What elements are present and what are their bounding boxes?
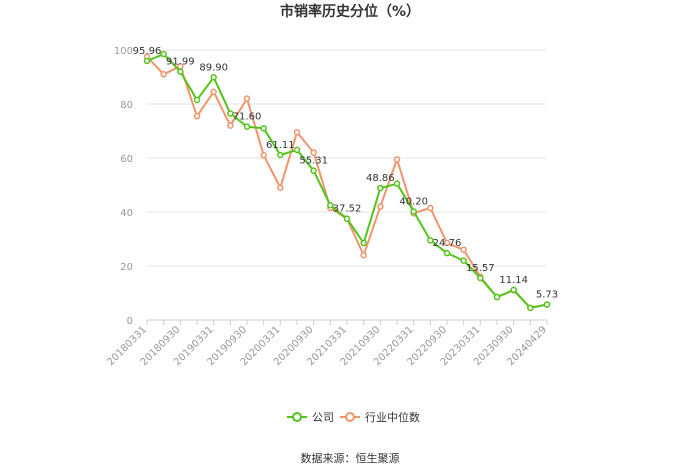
data-point[interactable] [510, 286, 517, 294]
legend: 公司 行业中位数 [287, 410, 420, 424]
data-label: 71.60 [233, 112, 262, 123]
data-point[interactable] [243, 95, 251, 102]
data-label: 37.52 [333, 204, 362, 215]
y-tick-label: 0 [127, 316, 133, 327]
y-tick-label: 100 [114, 46, 133, 57]
data-point[interactable] [310, 167, 317, 174]
y-tick-label: 40 [120, 208, 133, 219]
data-point[interactable] [427, 237, 434, 244]
x-axis [146, 320, 548, 325]
y-tick-label: 80 [120, 100, 133, 111]
data-point[interactable] [410, 208, 417, 215]
data-point[interactable] [310, 149, 317, 156]
data-point[interactable] [393, 180, 401, 187]
data-point[interactable] [243, 123, 251, 130]
data-label: 48.86 [366, 173, 395, 184]
data-label: 11.14 [499, 275, 528, 286]
data-point[interactable] [477, 274, 484, 282]
y-tick-label: 20 [120, 262, 133, 273]
data-point[interactable] [527, 304, 534, 312]
y-axis: 0 20 40 60 80 100 [114, 46, 133, 327]
data-point[interactable] [177, 68, 184, 75]
chart-title: 市销率历史分位（%） [280, 3, 420, 20]
data-point[interactable] [443, 249, 451, 257]
data-label: 91.99 [166, 57, 195, 68]
data-point[interactable] [443, 239, 451, 247]
data-point[interactable] [227, 122, 234, 129]
data-point[interactable] [327, 202, 334, 209]
data-point[interactable] [460, 257, 467, 264]
data-label: 55.31 [299, 156, 328, 167]
data-point[interactable] [360, 239, 367, 247]
data-point[interactable] [160, 50, 167, 58]
data-point[interactable] [260, 152, 267, 159]
data-point[interactable] [343, 215, 351, 222]
data-point[interactable] [293, 146, 301, 154]
data-point[interactable] [260, 125, 267, 132]
data-source: 数据来源：恒生聚源 [301, 451, 400, 465]
legend-label-company: 公司 [312, 411, 334, 424]
data-label: 15.57 [466, 263, 495, 274]
data-labels: 95.96 91.99 89.90 71.60 61.11 55.31 37.52 48.86… [133, 46, 558, 301]
data-label: 95.96 [133, 46, 162, 57]
data-point[interactable] [377, 203, 384, 210]
data-point[interactable] [277, 184, 284, 191]
data-point[interactable] [227, 110, 234, 117]
data-point[interactable] [493, 293, 501, 301]
data-point[interactable] [377, 184, 384, 192]
legend-marker-industry-median [345, 412, 355, 422]
data-label: 5.73 [536, 290, 558, 301]
data-point[interactable] [460, 246, 467, 254]
data-point[interactable] [210, 74, 217, 81]
data-point[interactable] [143, 57, 151, 65]
data-point[interactable] [210, 88, 217, 96]
grid [147, 49, 547, 321]
data-point[interactable] [393, 156, 401, 163]
data-label: 61.11 [266, 140, 295, 151]
data-point[interactable] [277, 151, 284, 159]
legend-label-industry-median: 行业中位数 [365, 410, 420, 424]
data-label: 89.90 [199, 62, 228, 73]
legend-item-industry-median[interactable]: 行业中位数 [340, 410, 420, 424]
data-point[interactable] [360, 251, 367, 259]
x-tick-labels: 2018033120180930201903312019093020200331… [105, 324, 549, 368]
y-tick-label: 60 [120, 154, 133, 165]
data-point[interactable] [293, 129, 301, 136]
legend-item-company[interactable]: 公司 [287, 411, 334, 424]
series-lines [143, 50, 551, 312]
data-point[interactable] [160, 71, 167, 78]
data-point[interactable] [427, 204, 434, 212]
data-point[interactable] [193, 96, 201, 104]
legend-marker-company [292, 412, 302, 422]
data-label: 24.76 [433, 238, 462, 249]
data-point[interactable] [543, 301, 551, 308]
data-label: 40.20 [399, 196, 428, 207]
data-point[interactable] [193, 112, 201, 120]
